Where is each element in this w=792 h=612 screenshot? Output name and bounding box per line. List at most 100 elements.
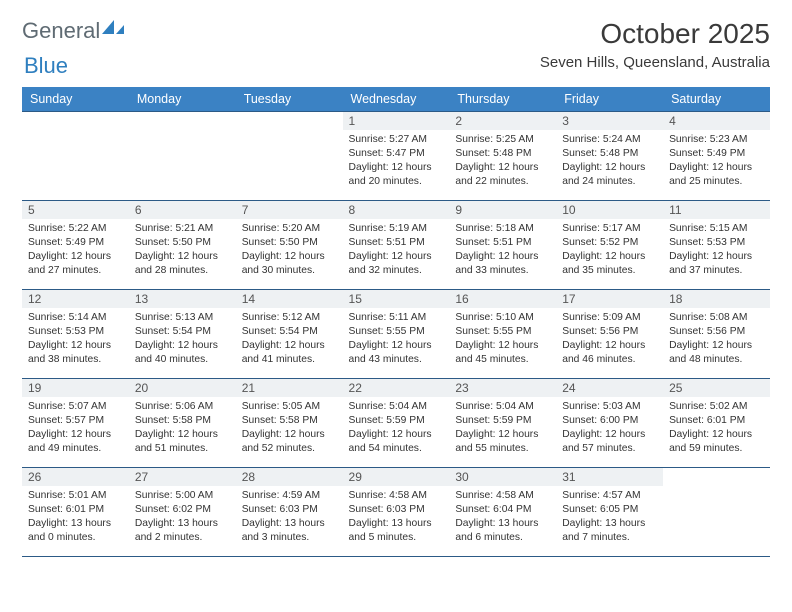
- calendar-cell-inner: 20Sunrise: 5:06 AMSunset: 5:58 PMDayligh…: [129, 379, 236, 467]
- sunrise-line: Sunrise: 5:17 AM: [562, 222, 657, 236]
- calendar-cell-inner: [236, 112, 343, 200]
- day-number: 4: [663, 112, 770, 130]
- day-info: Sunrise: 5:15 AMSunset: 5:53 PMDaylight:…: [669, 222, 764, 278]
- day-info: Sunrise: 5:23 AMSunset: 5:49 PMDaylight:…: [669, 133, 764, 189]
- day-info: Sunrise: 5:18 AMSunset: 5:51 PMDaylight:…: [455, 222, 550, 278]
- day-number: 27: [129, 468, 236, 486]
- calendar-cell: [663, 468, 770, 557]
- calendar-cell-inner: 3Sunrise: 5:24 AMSunset: 5:48 PMDaylight…: [556, 112, 663, 200]
- sunset-line: Sunset: 5:56 PM: [562, 325, 657, 339]
- day-number: 21: [236, 379, 343, 397]
- daylight-line: Daylight: 12 hours and 57 minutes.: [562, 428, 657, 456]
- calendar-cell-inner: 9Sunrise: 5:18 AMSunset: 5:51 PMDaylight…: [449, 201, 556, 289]
- calendar-cell-inner: 7Sunrise: 5:20 AMSunset: 5:50 PMDaylight…: [236, 201, 343, 289]
- calendar-cell-inner: 25Sunrise: 5:02 AMSunset: 6:01 PMDayligh…: [663, 379, 770, 467]
- calendar-cell-inner: [22, 112, 129, 200]
- logo: General: [22, 18, 126, 44]
- day-info: Sunrise: 5:24 AMSunset: 5:48 PMDaylight:…: [562, 133, 657, 189]
- calendar-cell-inner: 1Sunrise: 5:27 AMSunset: 5:47 PMDaylight…: [343, 112, 450, 200]
- day-info: Sunrise: 5:19 AMSunset: 5:51 PMDaylight:…: [349, 222, 444, 278]
- day-info: Sunrise: 4:58 AMSunset: 6:03 PMDaylight:…: [349, 489, 444, 545]
- day-header: Monday: [129, 87, 236, 112]
- day-number: [129, 112, 236, 134]
- day-number: 23: [449, 379, 556, 397]
- day-header-row: SundayMondayTuesdayWednesdayThursdayFrid…: [22, 87, 770, 112]
- day-number: [663, 468, 770, 490]
- calendar-cell: 21Sunrise: 5:05 AMSunset: 5:58 PMDayligh…: [236, 379, 343, 468]
- day-info: Sunrise: 4:59 AMSunset: 6:03 PMDaylight:…: [242, 489, 337, 545]
- calendar-cell: 16Sunrise: 5:10 AMSunset: 5:55 PMDayligh…: [449, 290, 556, 379]
- day-info: Sunrise: 4:58 AMSunset: 6:04 PMDaylight:…: [455, 489, 550, 545]
- sunrise-line: Sunrise: 5:11 AM: [349, 311, 444, 325]
- sunrise-line: Sunrise: 5:20 AM: [242, 222, 337, 236]
- calendar-cell-inner: 22Sunrise: 5:04 AMSunset: 5:59 PMDayligh…: [343, 379, 450, 467]
- sunset-line: Sunset: 5:49 PM: [669, 147, 764, 161]
- daylight-line: Daylight: 12 hours and 25 minutes.: [669, 161, 764, 189]
- calendar-cell: 7Sunrise: 5:20 AMSunset: 5:50 PMDaylight…: [236, 201, 343, 290]
- calendar-cell: 24Sunrise: 5:03 AMSunset: 6:00 PMDayligh…: [556, 379, 663, 468]
- sunrise-line: Sunrise: 5:15 AM: [669, 222, 764, 236]
- daylight-line: Daylight: 12 hours and 35 minutes.: [562, 250, 657, 278]
- day-info: Sunrise: 5:13 AMSunset: 5:54 PMDaylight:…: [135, 311, 230, 367]
- day-number: 30: [449, 468, 556, 486]
- sunset-line: Sunset: 5:48 PM: [455, 147, 550, 161]
- calendar-cell: 13Sunrise: 5:13 AMSunset: 5:54 PMDayligh…: [129, 290, 236, 379]
- day-number: 22: [343, 379, 450, 397]
- day-number: 31: [556, 468, 663, 486]
- calendar-cell-inner: [129, 112, 236, 200]
- day-number: 29: [343, 468, 450, 486]
- sunset-line: Sunset: 5:48 PM: [562, 147, 657, 161]
- calendar-cell: 9Sunrise: 5:18 AMSunset: 5:51 PMDaylight…: [449, 201, 556, 290]
- calendar-cell-inner: 23 Sunrise: 5:04 AMSunset: 5:59 PMDayligh…: [449, 379, 556, 467]
- logo-blue: Blue: [24, 53, 68, 79]
- day-number: 28: [236, 468, 343, 486]
- calendar-cell: 25Sunrise: 5:02 AMSunset: 6:01 PMDayligh…: [663, 379, 770, 468]
- calendar-cell: 10Sunrise: 5:17 AMSunset: 5:52 PMDayligh…: [556, 201, 663, 290]
- day-info: Sunrise: 5:09 AMSunset: 5:56 PMDaylight:…: [562, 311, 657, 367]
- sunrise-line: Sunrise: 5:18 AM: [455, 222, 550, 236]
- calendar-cell: 15Sunrise: 5:11 AMSunset: 5:55 PMDayligh…: [343, 290, 450, 379]
- day-info: Sunrise: 5:07 AMSunset: 5:57 PMDaylight:…: [28, 400, 123, 456]
- day-info: Sunrise: 5:04 AMSunset: 5:59 PMDaylight:…: [455, 400, 550, 456]
- day-info: Sunrise: 4:57 AMSunset: 6:05 PMDaylight:…: [562, 489, 657, 545]
- calendar-cell: [236, 112, 343, 201]
- calendar-cell: 26Sunrise: 5:01 AMSunset: 6:01 PMDayligh…: [22, 468, 129, 557]
- calendar-cell: 29 Sunrise: 4:58 AMSunset: 6:03 PMDayligh…: [343, 468, 450, 557]
- calendar-cell-inner: 6Sunrise: 5:21 AMSunset: 5:50 PMDaylight…: [129, 201, 236, 289]
- daylight-line: Daylight: 12 hours and 32 minutes.: [349, 250, 444, 278]
- sunrise-line: Sunrise: 5:12 AM: [242, 311, 337, 325]
- calendar-body: 1Sunrise: 5:27 AMSunset: 5:47 PMDaylight…: [22, 112, 770, 557]
- calendar-cell-inner: 18Sunrise: 5:08 AMSunset: 5:56 PMDayligh…: [663, 290, 770, 378]
- sunrise-line: Sunrise: 5:22 AM: [28, 222, 123, 236]
- calendar-table: SundayMondayTuesdayWednesdayThursdayFrid…: [22, 87, 770, 557]
- sunrise-line: Sunrise: 5:14 AM: [28, 311, 123, 325]
- calendar-thead: SundayMondayTuesdayWednesdayThursdayFrid…: [22, 87, 770, 112]
- day-info: Sunrise: 5:02 AMSunset: 6:01 PMDaylight:…: [669, 400, 764, 456]
- daylight-line: Daylight: 12 hours and 30 minutes.: [242, 250, 337, 278]
- sunset-line: Sunset: 5:51 PM: [455, 236, 550, 250]
- sunset-line: Sunset: 5:50 PM: [135, 236, 230, 250]
- day-number: 18: [663, 290, 770, 308]
- sunset-line: Sunset: 6:03 PM: [242, 503, 337, 517]
- daylight-line: Daylight: 12 hours and 51 minutes.: [135, 428, 230, 456]
- daylight-line: Daylight: 12 hours and 24 minutes.: [562, 161, 657, 189]
- daylight-line: Daylight: 12 hours and 43 minutes.: [349, 339, 444, 367]
- daylight-line: Daylight: 12 hours and 20 minutes.: [349, 161, 444, 189]
- calendar-cell-inner: 31 Sunrise: 4:57 AMSunset: 6:05 PMDayligh…: [556, 468, 663, 556]
- daylight-line: Daylight: 12 hours and 45 minutes.: [455, 339, 550, 367]
- calendar-cell-inner: 26Sunrise: 5:01 AMSunset: 6:01 PMDayligh…: [22, 468, 129, 556]
- day-number: 5: [22, 201, 129, 219]
- sunrise-line: Sunrise: 5:27 AM: [349, 133, 444, 147]
- sunrise-line: Sunrise: 4:59 AM: [242, 489, 337, 503]
- calendar-cell-inner: 19Sunrise: 5:07 AMSunset: 5:57 PMDayligh…: [22, 379, 129, 467]
- sunset-line: Sunset: 5:58 PM: [242, 414, 337, 428]
- daylight-line: Daylight: 12 hours and 28 minutes.: [135, 250, 230, 278]
- daylight-line: Daylight: 12 hours and 59 minutes.: [669, 428, 764, 456]
- calendar-cell: [129, 112, 236, 201]
- daylight-line: Daylight: 12 hours and 38 minutes.: [28, 339, 123, 367]
- sunset-line: Sunset: 6:01 PM: [28, 503, 123, 517]
- calendar-week: 1Sunrise: 5:27 AMSunset: 5:47 PMDaylight…: [22, 112, 770, 201]
- calendar-cell-inner: 30 Sunrise: 4:58 AMSunset: 6:04 PMDayligh…: [449, 468, 556, 556]
- sunrise-line: Sunrise: 5:06 AM: [135, 400, 230, 414]
- calendar-cell: 27Sunrise: 5:00 AMSunset: 6:02 PMDayligh…: [129, 468, 236, 557]
